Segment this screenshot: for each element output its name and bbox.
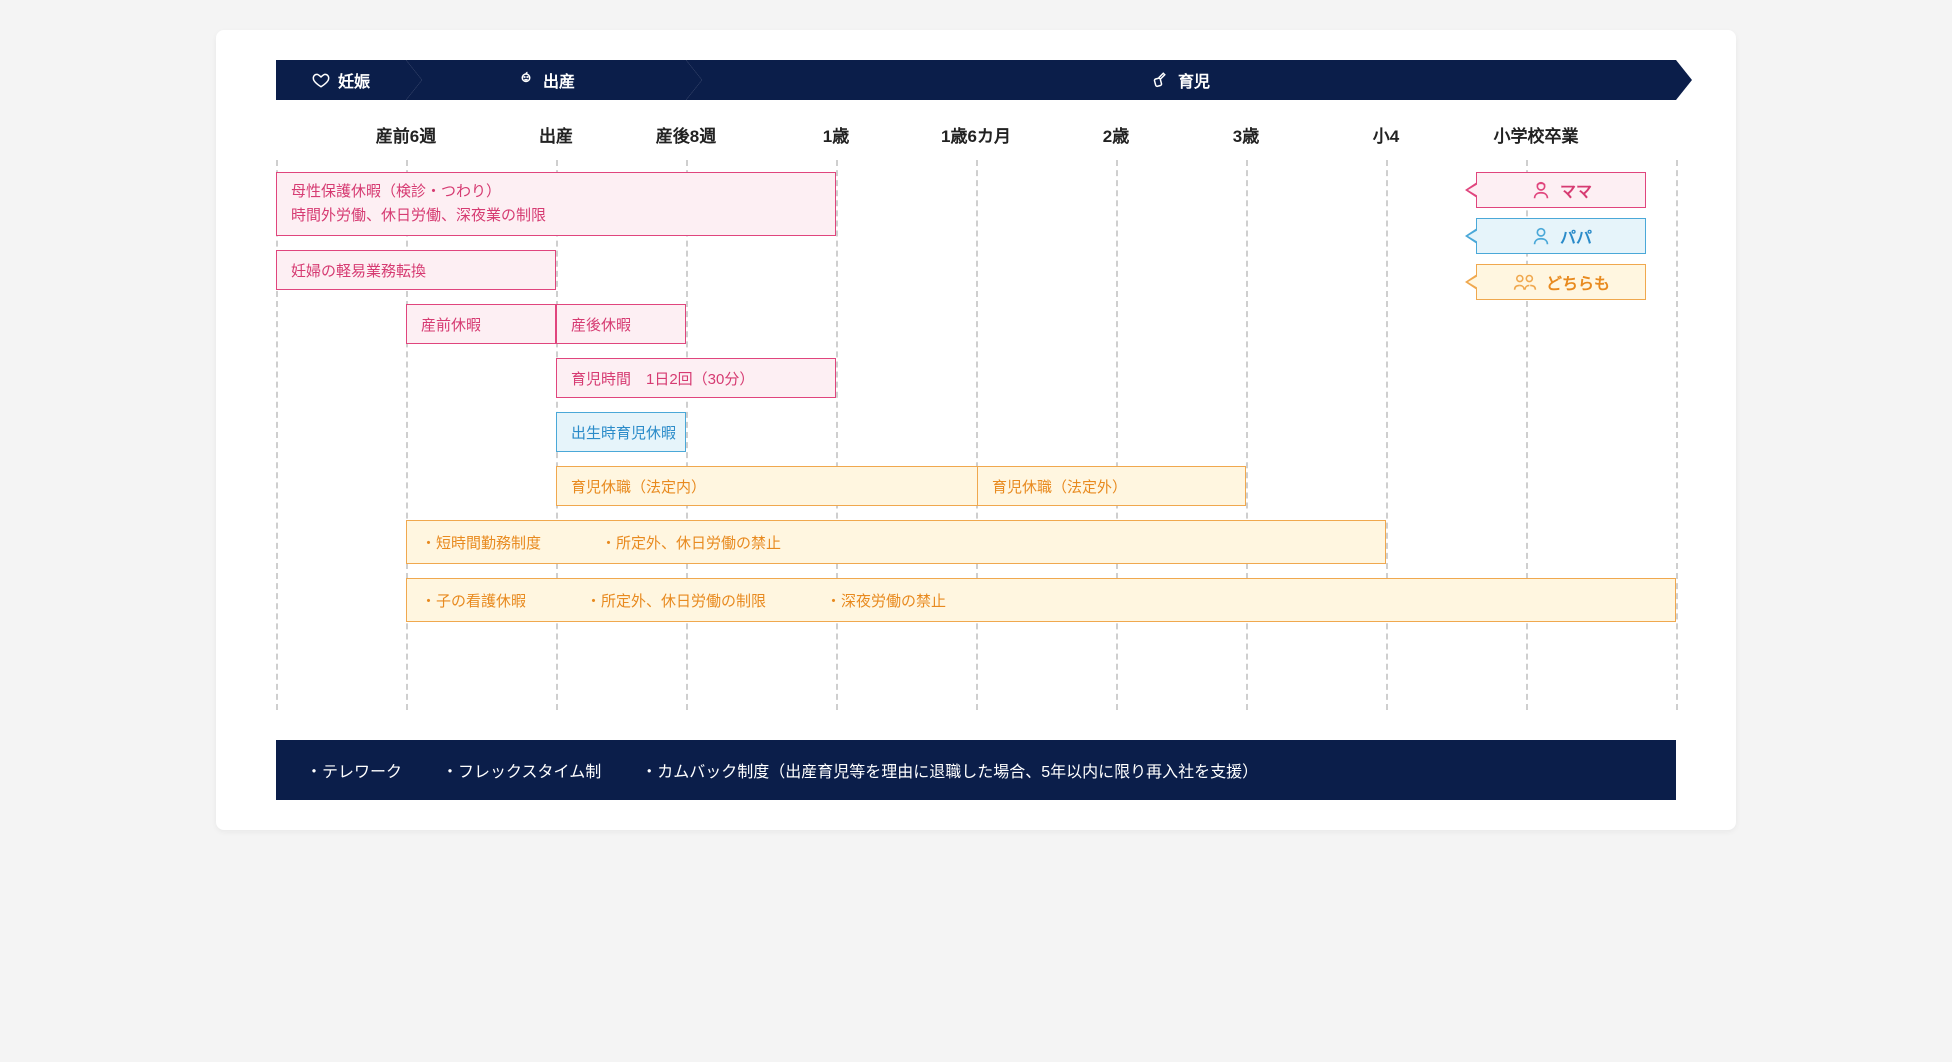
tick-label: 小学校卒業 xyxy=(1494,122,1579,147)
tick-label: 1歳6カ月 xyxy=(941,122,1011,147)
bottle-icon xyxy=(1152,71,1170,89)
phase-label: 育児 xyxy=(1178,68,1210,92)
bar-text: 時間外労働、休日労働、深夜業の制限 xyxy=(291,204,546,228)
bar-segment: 育児休職（法定内） xyxy=(557,467,977,505)
bar-text: 母性保護休暇（検診・つわり） xyxy=(291,180,501,204)
bar-item: ・所定外、休日労働の制限 xyxy=(586,590,766,611)
gridline xyxy=(406,160,408,710)
bar-item: ・所定外、休日労働の禁止 xyxy=(601,532,781,553)
tick-label: 産前6週 xyxy=(376,122,436,147)
benefit-bar: 母性保護休暇（検診・つわり）時間外労働、休日労働、深夜業の制限 xyxy=(276,172,836,236)
benefit-bar: 産後休暇 xyxy=(556,304,686,344)
tick-label: 産後8週 xyxy=(656,122,716,147)
both-icon xyxy=(1512,271,1538,293)
bar-item: ・短時間勤務制度 xyxy=(421,532,541,553)
phase-label: 出産 xyxy=(543,68,575,92)
bar-segment: 育児休職（法定外） xyxy=(977,467,1247,505)
legend-papa: パパ xyxy=(1476,218,1646,254)
gridline xyxy=(1116,160,1118,710)
gridline xyxy=(1676,160,1678,710)
tick-label: 出産 xyxy=(539,122,573,147)
dad-icon xyxy=(1530,225,1552,247)
baby-icon xyxy=(517,71,535,89)
mom-icon xyxy=(1530,179,1552,201)
legend-label: どちらも xyxy=(1546,270,1610,294)
gridline xyxy=(1246,160,1248,710)
bar-item: ・子の看護休暇 xyxy=(421,590,526,611)
legend-mama: ママ xyxy=(1476,172,1646,208)
gridline xyxy=(836,160,838,710)
tick-label: 1歳 xyxy=(823,122,849,147)
benefit-bar: ・子の看護休暇 ・所定外、休日労働の制限 ・深夜労働の禁止 xyxy=(406,578,1676,622)
benefit-bar: 妊婦の軽易業務転換 xyxy=(276,250,556,290)
tick-label: 3歳 xyxy=(1233,122,1259,147)
legend-label: パパ xyxy=(1560,224,1592,248)
phase-header: 出産 xyxy=(406,60,686,100)
phase-header: 育児 xyxy=(686,60,1676,100)
phase-header: 妊娠 xyxy=(276,60,406,100)
legend-both: どちらも xyxy=(1476,264,1646,300)
legend-label: ママ xyxy=(1560,178,1592,202)
footer-item: ・カムバック制度（出産育児等を理由に退職した場合、5年以内に限り再入社を支援） xyxy=(641,758,1258,782)
tick-label: 2歳 xyxy=(1103,122,1129,147)
gridline xyxy=(976,160,978,710)
benefit-bar: ・短時間勤務制度 ・所定外、休日労働の禁止 xyxy=(406,520,1386,564)
gridline xyxy=(276,160,278,710)
footer-item: ・フレックスタイム制 xyxy=(442,758,601,782)
benefit-bar: 育児休職（法定内）育児休職（法定外） xyxy=(556,466,1246,506)
phase-label: 妊娠 xyxy=(338,68,370,92)
bar-item: ・深夜労働の禁止 xyxy=(826,590,946,611)
timeline-card: 妊娠出産育児産前6週出産産後8週1歳1歳6カ月2歳3歳小4小学校卒業ママパパどち… xyxy=(216,30,1736,830)
gridline xyxy=(686,160,688,710)
tick-label: 小4 xyxy=(1373,122,1399,147)
heart-icon xyxy=(312,71,330,89)
timeline-chart: 妊娠出産育児産前6週出産産後8週1歳1歳6カ月2歳3歳小4小学校卒業ママパパどち… xyxy=(276,60,1676,800)
gridline xyxy=(1386,160,1388,710)
benefit-bar: 産前休暇 xyxy=(406,304,556,344)
benefit-bar: 出生時育児休暇 xyxy=(556,412,686,452)
footer-item: ・テレワーク xyxy=(306,758,402,782)
footer-bar: ・テレワーク ・フレックスタイム制 ・カムバック制度（出産育児等を理由に退職した場合… xyxy=(276,740,1676,800)
benefit-bar: 育児時間 1日2回（30分） xyxy=(556,358,836,398)
